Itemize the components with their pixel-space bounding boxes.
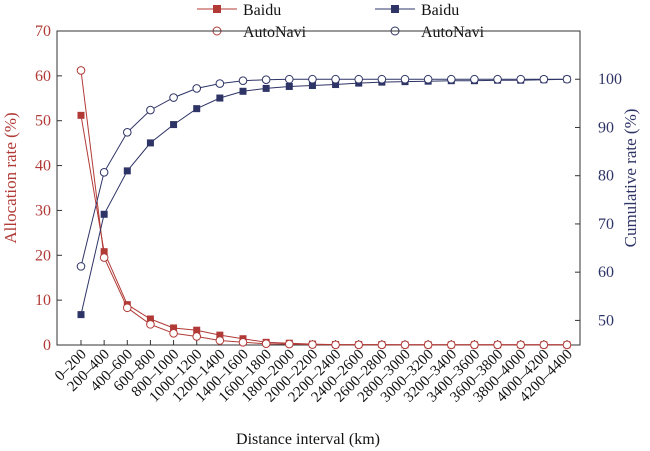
data-point: [169, 329, 178, 338]
legend-marker-square-icon: [213, 5, 221, 13]
y-right-tick-label: 70: [598, 216, 614, 233]
data-point: [562, 340, 572, 350]
series-line: [80, 70, 567, 346]
data-point: [123, 167, 131, 175]
data-point: [400, 74, 410, 84]
data-point: [516, 74, 526, 84]
legend-label: Baidu: [421, 2, 459, 19]
data-point: [146, 139, 154, 147]
y-left-tick-label: 60: [35, 68, 51, 85]
data-point: [423, 340, 433, 350]
data-point: [76, 66, 86, 75]
y-axis-right-title: Cumulative rate (%): [621, 109, 640, 248]
series-layer: [76, 66, 572, 350]
data-point: [354, 74, 364, 84]
y-right-tick-label: 50: [598, 312, 614, 329]
y-right-tick-label: 60: [598, 264, 614, 281]
data-point: [493, 340, 502, 350]
data-point: [100, 248, 108, 256]
data-point: [516, 340, 526, 350]
data-point: [146, 320, 155, 329]
data-point: [308, 340, 317, 349]
legend-item-autonavi-left: AutoNavi: [197, 24, 307, 41]
legend-marker-square-icon: [391, 5, 399, 13]
data-point: [493, 74, 502, 84]
data-point: [215, 336, 225, 345]
data-point: [122, 303, 132, 313]
data-point: [99, 168, 109, 177]
data-point: [77, 111, 85, 119]
y-left-tick-label: 50: [35, 113, 51, 130]
data-point: [423, 74, 433, 84]
data-point: [332, 81, 340, 89]
data-point: [470, 74, 479, 84]
data-point: [77, 311, 85, 319]
data-point: [146, 105, 155, 115]
y-right-tick-label: 100: [598, 71, 622, 88]
data-point: [238, 76, 248, 85]
data-point: [377, 74, 387, 84]
data-point: [238, 338, 248, 347]
data-point: [100, 210, 108, 218]
data-point: [146, 315, 154, 323]
series-autonavi-right: [76, 74, 572, 271]
legend-label: Baidu: [243, 2, 281, 19]
series-line: [80, 78, 567, 267]
legend-item-baidu-right: Baidu: [375, 2, 459, 19]
data-point: [308, 82, 316, 90]
data-point: [192, 84, 202, 93]
data-point: [539, 340, 549, 350]
y-left-tick-label: 30: [35, 202, 51, 219]
legend: Baidu Baidu AutoNavi AutoNavi: [197, 2, 485, 41]
data-point: [377, 340, 387, 350]
data-point: [470, 340, 479, 350]
data-point: [354, 340, 364, 350]
data-point: [239, 87, 247, 95]
y-right-tick-label: 80: [598, 168, 614, 185]
legend-label: AutoNavi: [243, 24, 307, 41]
data-point: [284, 339, 294, 349]
y-left-tick-label: 10: [35, 292, 51, 309]
data-point: [170, 324, 178, 332]
data-point: [192, 332, 202, 341]
data-point: [308, 74, 317, 84]
data-point: [193, 326, 201, 334]
data-point: [216, 331, 224, 339]
data-point: [215, 79, 225, 88]
y-left-tick-label: 0: [43, 337, 51, 354]
data-point: [284, 74, 294, 84]
series-autonavi-left: [76, 66, 572, 350]
data-point: [446, 340, 456, 350]
data-point: [169, 93, 178, 102]
legend-label: AutoNavi: [421, 24, 485, 41]
y-right-tick-label: 90: [598, 119, 614, 136]
y-axis-left-title: Allocation rate (%): [1, 112, 20, 243]
data-point: [262, 84, 270, 92]
data-point: [562, 74, 572, 84]
series-baidu-left: [77, 111, 571, 349]
data-point: [331, 340, 340, 350]
legend-item-baidu-left: Baidu: [197, 2, 281, 19]
y-left-tick-label: 20: [35, 247, 51, 264]
y-left-tick-label: 40: [35, 158, 51, 175]
data-point: [170, 121, 178, 129]
data-point: [261, 75, 271, 85]
series-line: [80, 115, 567, 346]
data-point: [193, 105, 201, 113]
data-point: [446, 74, 456, 84]
data-point: [331, 74, 340, 84]
data-point: [216, 94, 224, 102]
data-point: [122, 127, 132, 137]
y-left-tick-label: 70: [35, 23, 51, 40]
series-line: [80, 78, 568, 315]
x-axis-title: Distance interval (km): [236, 431, 380, 448]
data-point: [99, 253, 109, 262]
data-point: [76, 262, 86, 271]
legend-item-autonavi-right: AutoNavi: [375, 24, 485, 41]
data-point: [400, 340, 410, 350]
data-point: [539, 74, 549, 84]
data-point: [285, 82, 293, 90]
data-point: [261, 339, 271, 348]
